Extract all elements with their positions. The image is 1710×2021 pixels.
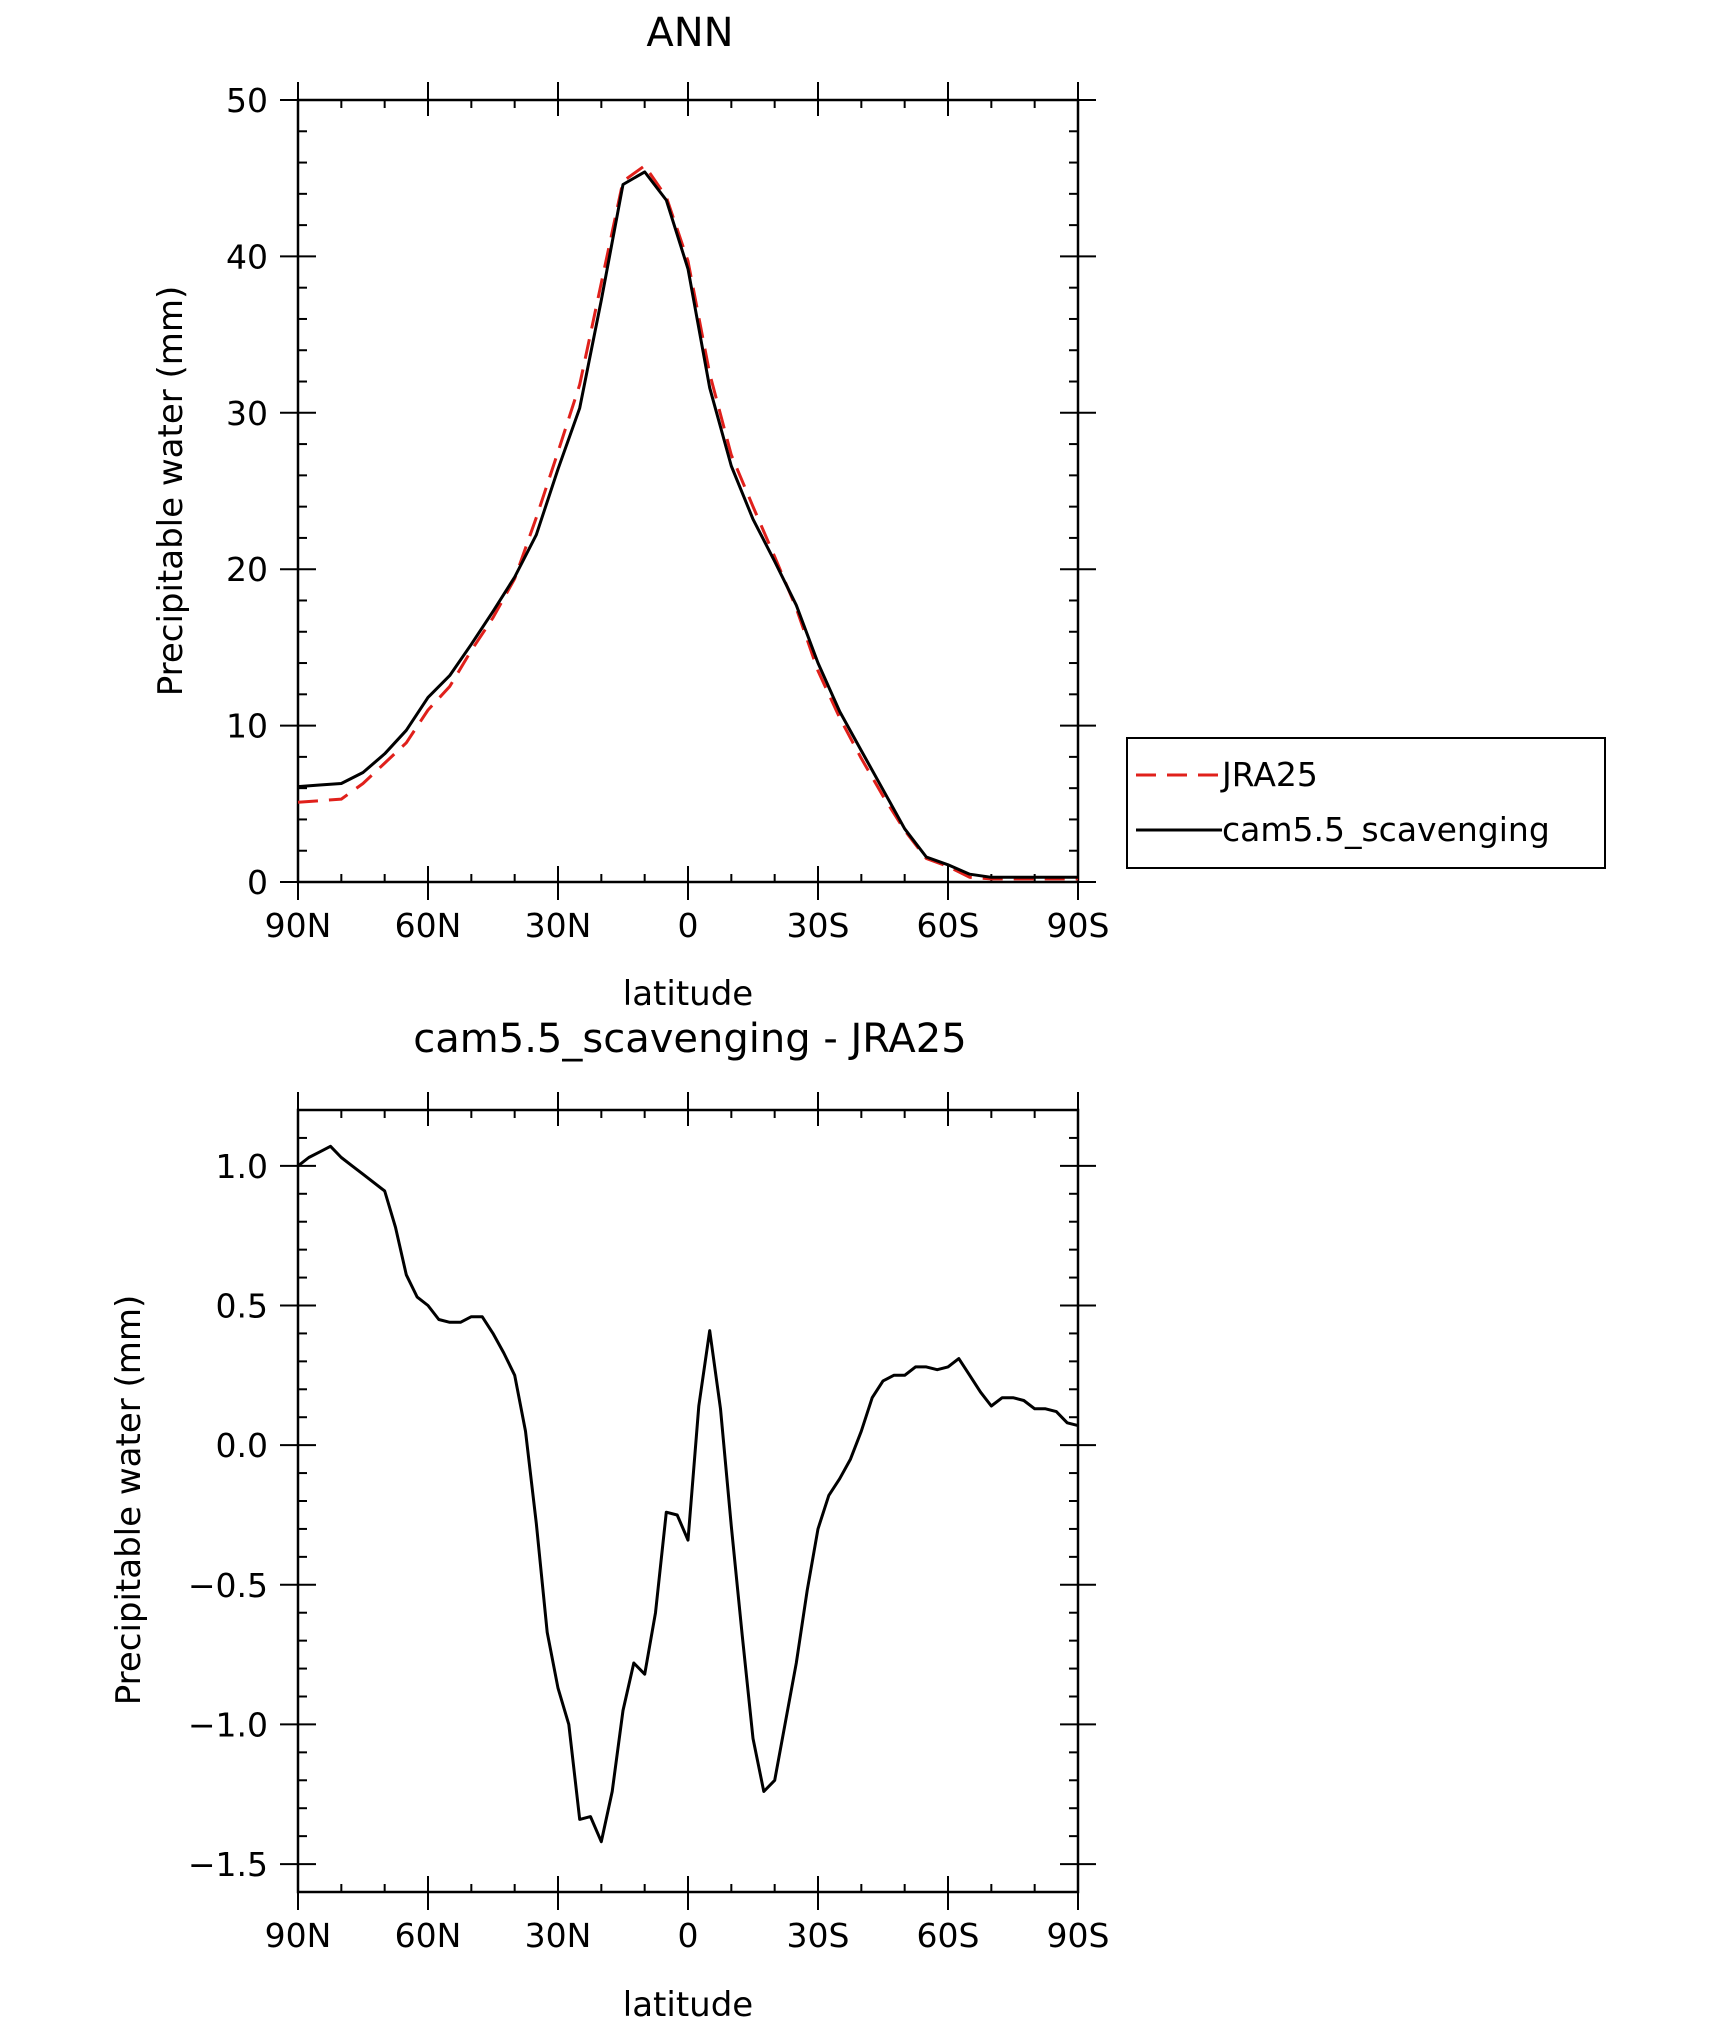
x-tick-label: 90S [1047, 1916, 1110, 1955]
x-tick-label: 90N [265, 1916, 332, 1955]
series-line-cam5.5_scavenging [297, 170, 1078, 879]
bottom-y-axis-label: Precipitable water (mm) [109, 1295, 149, 1706]
top-series-lines [297, 164, 1078, 881]
top-y-axis-label: Precipitable water (mm) [151, 286, 191, 697]
bottom-y-ticks: 1.0 0.5 0.0 −0.5 −1.0 −1.5 [188, 1109, 1096, 1893]
x-tick-label: 0 [678, 906, 699, 945]
y-tick-label: 10 [226, 707, 268, 746]
top-panel: ANN 90N 60N 30N 0 30S 60S 90S 0 10 20 30 40 50 lati… [151, 10, 1109, 1014]
y-tick-label: 50 [226, 81, 268, 120]
x-tick-label: 60S [917, 1916, 980, 1955]
top-panel-title: ANN [646, 10, 733, 56]
x-tick-label: 90S [1047, 906, 1110, 945]
y-tick-label: 0 [247, 863, 268, 902]
bottom-x-axis-label: latitude [623, 1985, 753, 2021]
y-tick-label: −0.5 [188, 1566, 268, 1605]
x-tick-label: 0 [678, 1916, 699, 1955]
y-tick-label: 1.0 [216, 1147, 268, 1186]
top-x-ticks: 90N 60N 30N 0 30S 60S 90S [265, 82, 1110, 945]
x-tick-label: 30S [787, 1916, 850, 1955]
y-tick-label: −1.0 [188, 1705, 268, 1744]
legend-label-jra25: JRA25 [1220, 755, 1318, 794]
x-tick-label: 60N [395, 906, 462, 945]
y-tick-label: 30 [226, 394, 268, 433]
bottom-x-ticks: 90N 60N 30N 0 30S 60S 90S [265, 1092, 1110, 1955]
top-plot-frame [296, 98, 1080, 884]
x-tick-label: 30N [525, 1916, 592, 1955]
top-y-ticks: 0 10 20 30 40 50 [226, 81, 1096, 902]
y-tick-label: −1.5 [188, 1845, 268, 1884]
bottom-panel: cam5.5_scavenging - JRA25 90N 60N 30N 0 30S 6… [109, 1016, 1109, 2021]
x-tick-label: 60N [395, 1916, 462, 1955]
legend: JRA25 cam5.5_scavenging [1126, 737, 1606, 869]
series-line-difference [297, 1144, 1079, 1844]
y-tick-label: 20 [226, 550, 268, 589]
top-x-axis-label: latitude [623, 974, 753, 1014]
x-tick-label: 60S [917, 906, 980, 945]
legend-label-cam5: cam5.5_scavenging [1222, 810, 1550, 849]
bottom-plot-frame [296, 1108, 1080, 1894]
x-tick-label: 30S [787, 906, 850, 945]
legend-box [1126, 737, 1606, 869]
y-tick-label: 0.0 [216, 1426, 268, 1465]
bottom-series-lines [297, 1144, 1079, 1844]
y-tick-label: 40 [226, 237, 268, 276]
x-tick-label: 90N [265, 906, 332, 945]
x-tick-label: 30N [525, 906, 592, 945]
y-tick-label: 0.5 [216, 1287, 268, 1326]
bottom-panel-title: cam5.5_scavenging - JRA25 [413, 1016, 966, 1062]
series-line-JRA25 [297, 164, 1078, 881]
